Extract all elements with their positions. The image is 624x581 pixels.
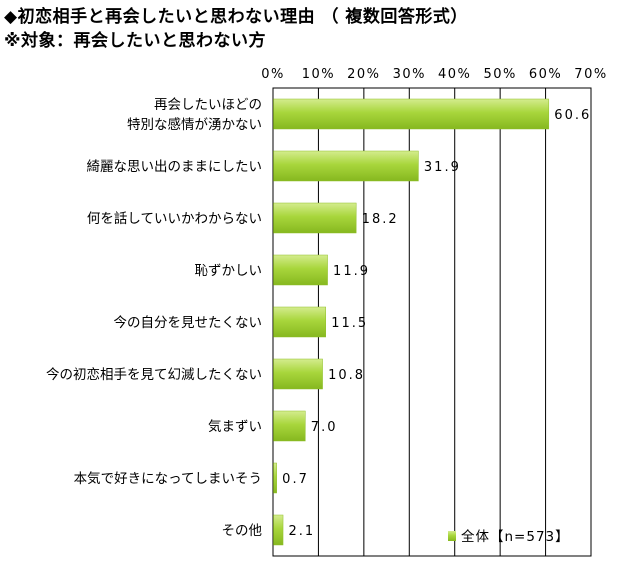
chart-title: ◆初恋相手と再会したいと思わない理由 （ 複数回答形式） [4, 7, 468, 27]
category-label: 特別な感情が湧かない [127, 116, 262, 133]
x-tick-label: 30% [393, 67, 426, 82]
x-tick-label: 0% [261, 67, 285, 82]
bar [273, 462, 277, 494]
x-tick-label: 20% [347, 67, 380, 82]
category-label: 今の初恋相手を見て幻滅したくない [46, 366, 262, 383]
bar [273, 202, 357, 234]
x-tick-label: 40% [438, 67, 471, 82]
bar [273, 150, 419, 182]
category-label: 今の自分を見せたくない [114, 315, 263, 331]
bar [273, 98, 550, 130]
x-tick-label: 10% [302, 67, 335, 82]
value-label: 31.9 [424, 160, 461, 175]
bar [273, 514, 284, 546]
value-label: 10.8 [328, 368, 365, 383]
value-label: 60.6 [554, 108, 591, 123]
category-label: その他 [222, 523, 263, 539]
value-label: 11.5 [331, 316, 368, 331]
bar [273, 306, 326, 338]
plot-frame [272, 87, 592, 557]
category-label: 恥ずかしい [195, 263, 263, 279]
x-tick-label: 50% [483, 67, 516, 82]
bar [273, 358, 323, 390]
value-label: 18.2 [362, 212, 399, 227]
category-label: 気まずい [208, 419, 262, 435]
bar [273, 254, 328, 286]
legend-swatch [448, 531, 456, 541]
chart-subtitle: ※対象：再会したいと思わない方 [4, 31, 267, 51]
category-label: 本気で好きになってしまいそう [74, 471, 262, 487]
value-label: 11.9 [333, 264, 370, 279]
category-label: 再会したいほどの [154, 97, 262, 113]
value-label: 2.1 [289, 524, 316, 539]
category-label: 何を話していいかわからない [87, 210, 262, 227]
bar [273, 410, 306, 442]
category-label: 綺麗な思い出のままにしたい [87, 159, 263, 175]
x-tick-label: 70% [574, 67, 607, 82]
value-label: 0.7 [282, 472, 309, 487]
x-tick-label: 60% [529, 67, 562, 82]
value-label: 7.0 [311, 420, 338, 435]
legend-label: 全体【n=573】 [461, 528, 570, 545]
